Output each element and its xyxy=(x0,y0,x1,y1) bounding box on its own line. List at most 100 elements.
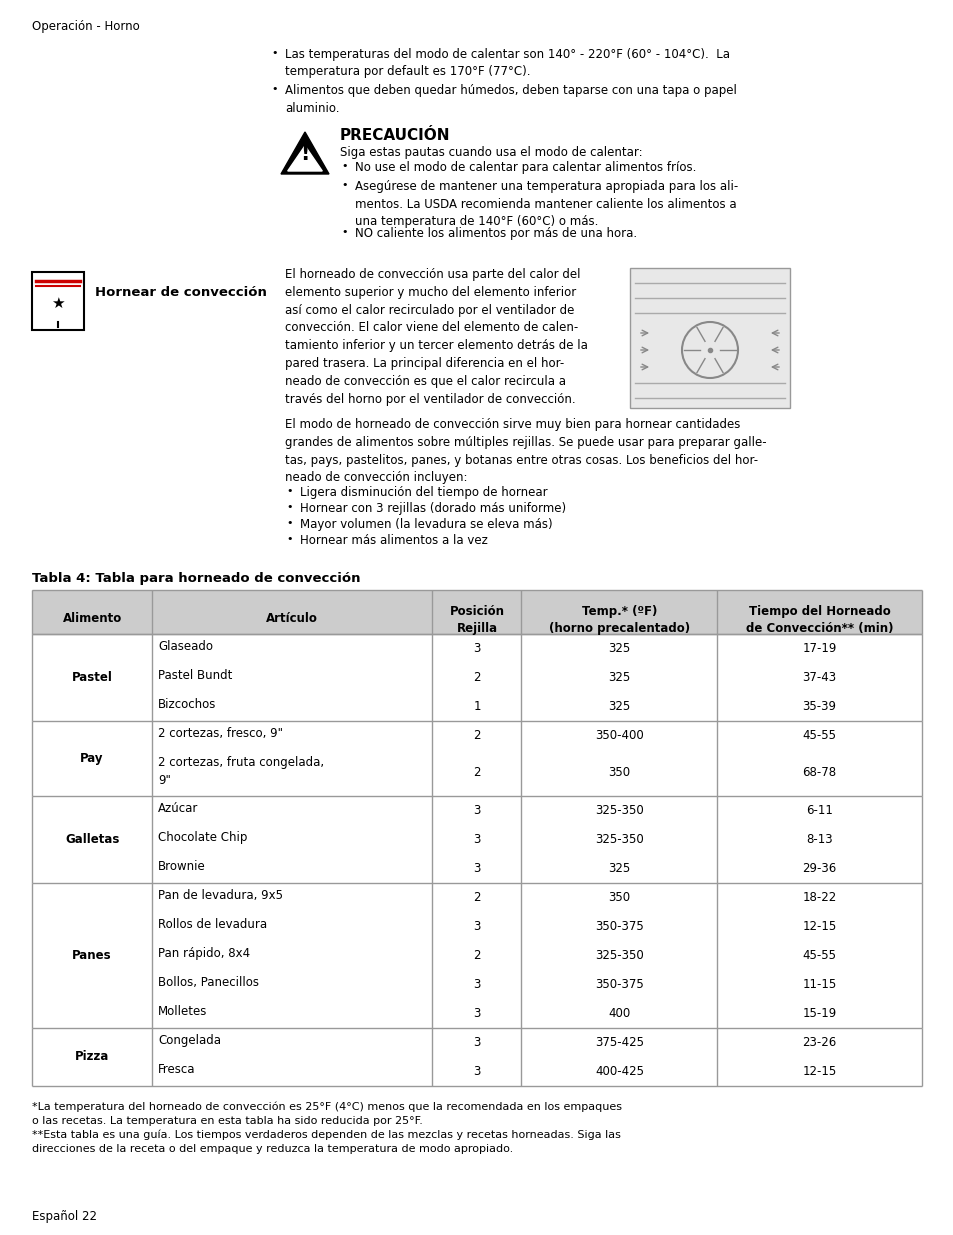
Text: Fresca: Fresca xyxy=(158,1063,195,1076)
Text: 17-19: 17-19 xyxy=(801,642,836,655)
Text: Molletes: Molletes xyxy=(158,1005,208,1018)
Text: 2: 2 xyxy=(473,729,480,742)
Text: Azúcar: Azúcar xyxy=(158,802,198,815)
Text: •: • xyxy=(286,501,293,513)
Text: Pastel Bundt: Pastel Bundt xyxy=(158,669,233,682)
Text: 325-350: 325-350 xyxy=(595,948,643,962)
Text: 45-55: 45-55 xyxy=(801,729,836,742)
FancyBboxPatch shape xyxy=(32,590,921,634)
Text: 11-15: 11-15 xyxy=(801,978,836,990)
Text: 3: 3 xyxy=(473,1036,480,1049)
Text: 325: 325 xyxy=(608,642,630,655)
Text: Operación - Horno: Operación - Horno xyxy=(32,20,139,33)
Text: 350: 350 xyxy=(608,890,630,904)
Text: 18-22: 18-22 xyxy=(801,890,836,904)
Text: Galletas: Galletas xyxy=(65,832,119,846)
Text: Ligera disminución del tiempo de hornear: Ligera disminución del tiempo de hornear xyxy=(299,487,547,499)
Text: 400-425: 400-425 xyxy=(595,1065,643,1078)
Polygon shape xyxy=(281,132,329,174)
Text: 3: 3 xyxy=(473,862,480,876)
Text: *La temperatura del horneado de convección es 25°F (4°C) menos que la recomendad: *La temperatura del horneado de convecci… xyxy=(32,1102,621,1126)
Text: Pizza: Pizza xyxy=(74,1051,110,1063)
Text: •: • xyxy=(340,161,347,170)
Text: 2: 2 xyxy=(473,767,480,779)
Text: 375-425: 375-425 xyxy=(595,1036,643,1049)
Text: •: • xyxy=(286,534,293,543)
Text: 23-26: 23-26 xyxy=(801,1036,836,1049)
Text: Rollos de levadura: Rollos de levadura xyxy=(158,918,267,931)
Text: 325-350: 325-350 xyxy=(595,804,643,818)
Text: Alimentos que deben quedar húmedos, deben taparse con una tapa o papel
aluminio.: Alimentos que deben quedar húmedos, debe… xyxy=(285,84,736,115)
Text: Congelada: Congelada xyxy=(158,1034,221,1047)
Text: Pan de levadura, 9x5: Pan de levadura, 9x5 xyxy=(158,889,283,902)
Text: 325: 325 xyxy=(608,671,630,684)
Text: 8-13: 8-13 xyxy=(805,832,832,846)
Text: Tabla 4: Tabla para horneado de convección: Tabla 4: Tabla para horneado de convecci… xyxy=(32,572,360,585)
Text: 29-36: 29-36 xyxy=(801,862,836,876)
Text: Temp.* (ºF)
(horno precalentado): Temp.* (ºF) (horno precalentado) xyxy=(548,605,689,635)
Text: Glaseado: Glaseado xyxy=(158,640,213,653)
Text: Alimento: Alimento xyxy=(62,613,122,625)
Text: 3: 3 xyxy=(473,832,480,846)
Text: 45-55: 45-55 xyxy=(801,948,836,962)
Text: PRECAUCIÓN: PRECAUCIÓN xyxy=(339,128,450,143)
Text: 2: 2 xyxy=(473,671,480,684)
Text: Siga estas pautas cuando usa el modo de calentar:: Siga estas pautas cuando usa el modo de … xyxy=(339,146,642,159)
Text: 6-11: 6-11 xyxy=(805,804,832,818)
Text: 2: 2 xyxy=(473,890,480,904)
Text: 325: 325 xyxy=(608,700,630,713)
Text: NO caliente los alimentos por más de una hora.: NO caliente los alimentos por más de una… xyxy=(355,227,637,240)
Text: Español 22: Español 22 xyxy=(32,1210,97,1223)
Text: ★: ★ xyxy=(51,296,65,311)
Text: 2 cortezas, fresco, 9": 2 cortezas, fresco, 9" xyxy=(158,727,283,740)
Text: •: • xyxy=(271,48,277,58)
Text: 37-43: 37-43 xyxy=(801,671,836,684)
Text: !: ! xyxy=(300,143,310,164)
Text: 350-375: 350-375 xyxy=(595,920,643,932)
Text: 3: 3 xyxy=(473,642,480,655)
Text: 12-15: 12-15 xyxy=(801,920,836,932)
Text: **Esta tabla es una guía. Los tiempos verdaderos dependen de las mezclas y recet: **Esta tabla es una guía. Los tiempos ve… xyxy=(32,1130,620,1155)
Text: 15-19: 15-19 xyxy=(801,1007,836,1020)
Text: Asegúrese de mantener una temperatura apropiada para los ali-
mentos. La USDA re: Asegúrese de mantener una temperatura ap… xyxy=(355,180,738,228)
Text: 3: 3 xyxy=(473,920,480,932)
Text: •: • xyxy=(340,180,347,190)
Text: 400: 400 xyxy=(608,1007,630,1020)
Text: Mayor volumen (la levadura se eleva más): Mayor volumen (la levadura se eleva más) xyxy=(299,517,552,531)
Text: Pastel: Pastel xyxy=(71,671,112,684)
Text: 3: 3 xyxy=(473,1065,480,1078)
Text: 350-400: 350-400 xyxy=(595,729,643,742)
Text: Pay: Pay xyxy=(80,752,104,764)
Text: Brownie: Brownie xyxy=(158,860,206,873)
Text: El horneado de convección usa parte del calor del
elemento superior y mucho del : El horneado de convección usa parte del … xyxy=(285,268,587,405)
Text: Las temperaturas del modo de calentar son 140° - 220°F (60° - 104°C).  La
temper: Las temperaturas del modo de calentar so… xyxy=(285,48,729,79)
Text: Hornear más alimentos a la vez: Hornear más alimentos a la vez xyxy=(299,534,487,547)
Text: •: • xyxy=(271,84,277,94)
Text: Hornear de convección: Hornear de convección xyxy=(95,287,267,299)
FancyBboxPatch shape xyxy=(32,272,84,330)
Text: 325-350: 325-350 xyxy=(595,832,643,846)
Polygon shape xyxy=(288,146,322,170)
Text: No use el modo de calentar para calentar alimentos fríos.: No use el modo de calentar para calentar… xyxy=(355,161,696,174)
Text: Bollos, Panecillos: Bollos, Panecillos xyxy=(158,976,259,989)
Text: 68-78: 68-78 xyxy=(801,767,836,779)
Text: Hornear con 3 rejillas (dorado más uniforme): Hornear con 3 rejillas (dorado más unifo… xyxy=(299,501,565,515)
Text: Panes: Panes xyxy=(72,948,112,962)
Text: 12-15: 12-15 xyxy=(801,1065,836,1078)
Text: Artículo: Artículo xyxy=(266,613,318,625)
Text: Chocolate Chip: Chocolate Chip xyxy=(158,831,247,844)
Text: 3: 3 xyxy=(473,978,480,990)
Text: 350-375: 350-375 xyxy=(595,978,643,990)
Text: 325: 325 xyxy=(608,862,630,876)
Text: 3: 3 xyxy=(473,1007,480,1020)
Text: •: • xyxy=(286,517,293,529)
Text: 1: 1 xyxy=(473,700,480,713)
Text: 2 cortezas, fruta congelada,
9": 2 cortezas, fruta congelada, 9" xyxy=(158,756,324,787)
Text: Tiempo del Horneado
de Convección** (min): Tiempo del Horneado de Convección** (min… xyxy=(745,605,892,635)
Text: •: • xyxy=(286,487,293,496)
Text: •: • xyxy=(340,227,347,237)
Text: 3: 3 xyxy=(473,804,480,818)
FancyBboxPatch shape xyxy=(629,268,789,408)
Text: 350: 350 xyxy=(608,767,630,779)
Text: 35-39: 35-39 xyxy=(801,700,836,713)
